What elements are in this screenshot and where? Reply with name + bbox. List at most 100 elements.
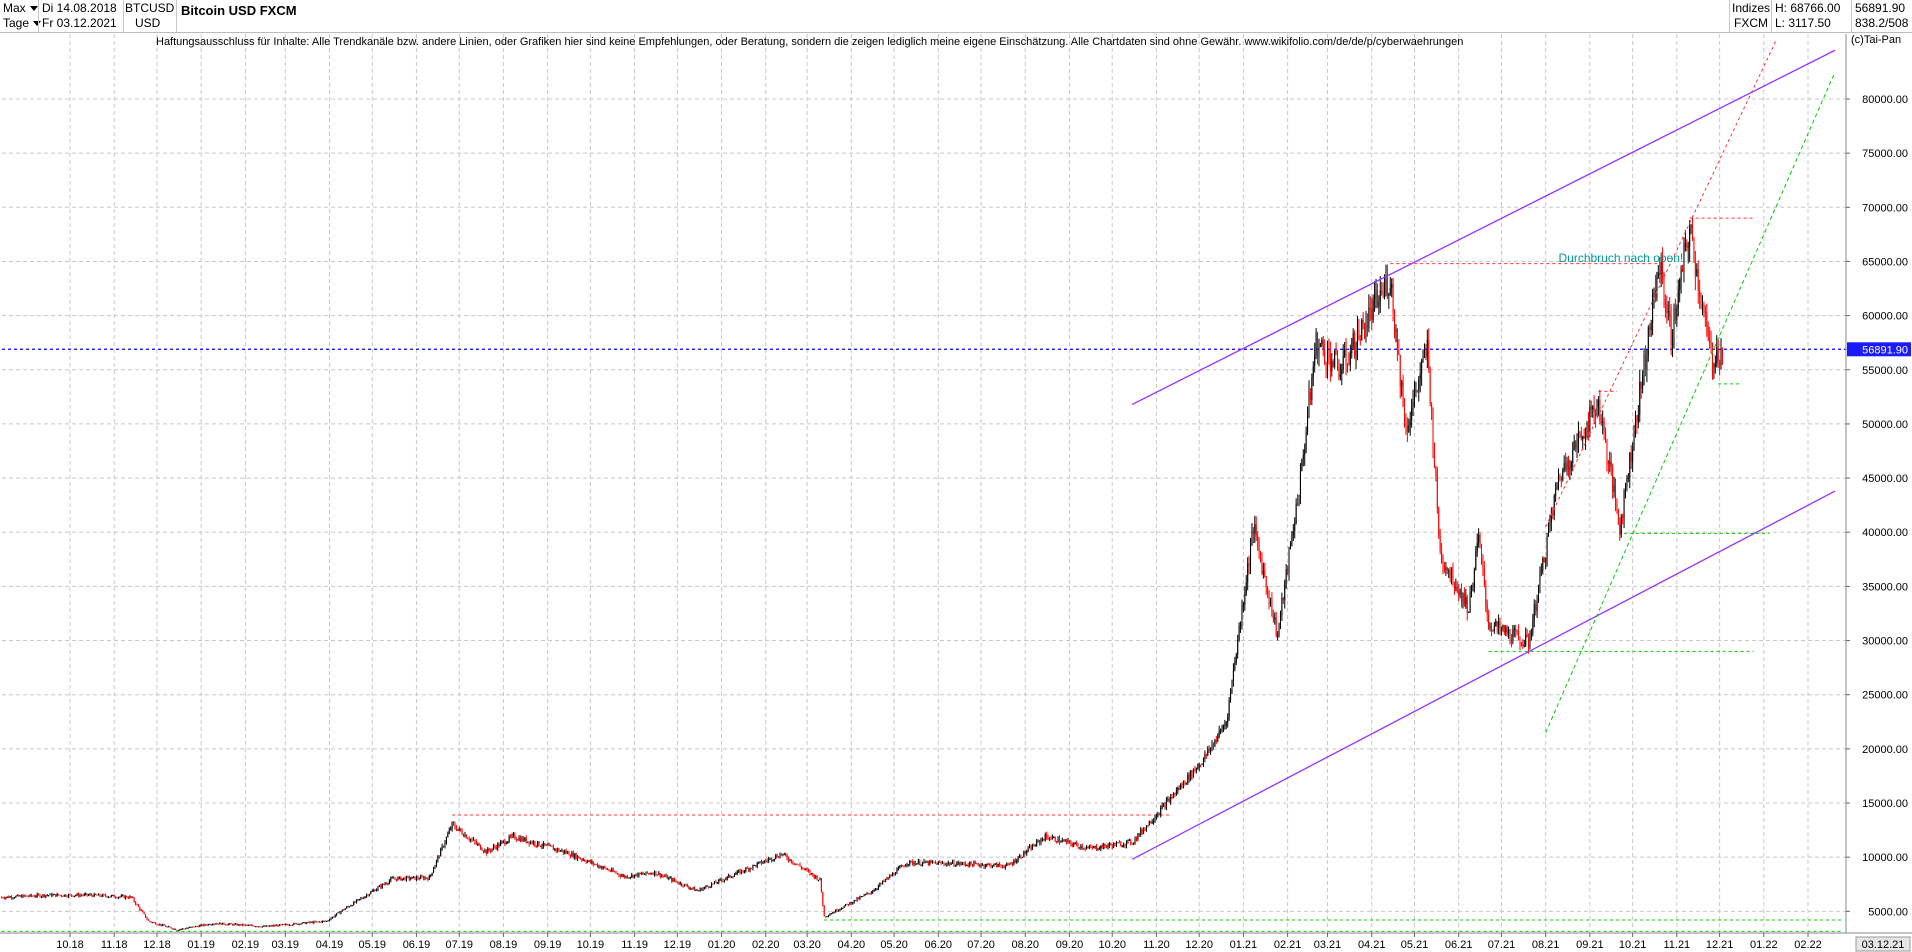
candle-body xyxy=(741,870,743,874)
candle-body xyxy=(152,922,154,924)
candle-body xyxy=(1257,536,1259,542)
candle-body xyxy=(1384,283,1386,295)
candle-body xyxy=(326,920,328,922)
candle-body xyxy=(1265,577,1267,588)
candle-body xyxy=(1433,450,1435,467)
candle-body xyxy=(35,896,37,898)
x-tick-label: 03.21 xyxy=(1314,939,1342,951)
x-tick-label: 11.21 xyxy=(1663,939,1690,951)
x-tick-label: 02.19 xyxy=(232,939,260,951)
candle-body xyxy=(173,928,175,930)
candle-body xyxy=(1083,848,1085,850)
candle-body xyxy=(646,871,648,874)
candle-body xyxy=(1130,839,1132,844)
candle-body xyxy=(1352,333,1354,347)
candle-body xyxy=(1034,845,1036,847)
candle-body xyxy=(906,864,908,866)
candle-body xyxy=(1441,550,1443,563)
candle-body xyxy=(1147,825,1149,827)
candle-body xyxy=(1679,280,1681,290)
y-tick-label: 70000.00 xyxy=(1862,202,1908,214)
candle-body xyxy=(465,834,467,839)
candle-body xyxy=(484,849,486,852)
candle-body xyxy=(1117,842,1119,844)
candle-body xyxy=(1168,799,1170,802)
candle-body xyxy=(448,829,450,834)
candle-body xyxy=(1647,327,1649,356)
candle-body xyxy=(1051,837,1053,840)
candle-body xyxy=(467,838,469,840)
x-tick-label: 06.19 xyxy=(403,939,431,951)
candle-body xyxy=(829,914,831,916)
candle-body xyxy=(1232,669,1234,682)
candle-body xyxy=(1398,349,1400,355)
candle-body xyxy=(886,877,888,880)
candle-body xyxy=(361,898,363,900)
candle-body xyxy=(678,883,680,885)
candle-body xyxy=(1602,421,1604,424)
x-tick-label: 07.20 xyxy=(967,939,995,951)
candle-body xyxy=(1067,840,1069,843)
candle-body xyxy=(126,896,128,898)
candle-body xyxy=(788,858,790,861)
candle-body xyxy=(2,897,4,899)
candle-body xyxy=(1392,283,1394,313)
candle-body xyxy=(309,921,311,923)
candle-body xyxy=(589,860,591,863)
candle-body xyxy=(1230,689,1232,700)
candle-body xyxy=(778,857,780,859)
candle-body xyxy=(1098,848,1100,850)
candle-body xyxy=(937,862,939,865)
candle-body xyxy=(528,841,530,844)
candle-body xyxy=(816,876,818,880)
candle-body xyxy=(731,877,733,879)
candle-body xyxy=(739,870,741,874)
candle-body xyxy=(1200,764,1202,766)
candle-body xyxy=(226,924,228,926)
candle-body xyxy=(522,837,524,841)
candle-body xyxy=(708,886,710,888)
candle-body xyxy=(659,873,661,877)
candle-body xyxy=(554,848,556,851)
candle-body xyxy=(1240,622,1242,626)
candle-body xyxy=(847,904,849,906)
candle-body xyxy=(59,895,61,897)
candle-body xyxy=(1302,454,1304,460)
candle-body xyxy=(366,894,368,897)
candle-body xyxy=(989,864,991,866)
candle-body xyxy=(966,864,968,866)
candle-body xyxy=(149,920,151,922)
candle-body xyxy=(769,857,771,859)
candle-body xyxy=(197,926,199,928)
candle-body xyxy=(875,889,877,891)
candle-body xyxy=(165,925,167,927)
candle-body xyxy=(1171,797,1173,799)
candle-body xyxy=(765,860,767,862)
candle-body xyxy=(910,860,912,862)
candle-body xyxy=(1615,485,1617,502)
candle-body xyxy=(1351,346,1353,354)
y-axis: 5000.00 10000.00 15000.00 20000.00 25000.00 3… xyxy=(1845,34,1911,933)
candle-body xyxy=(182,928,184,930)
candle-body xyxy=(1268,593,1270,605)
candle-body xyxy=(239,924,241,926)
candle-body xyxy=(531,841,533,844)
candle-body xyxy=(1720,348,1722,366)
channel-trend-line xyxy=(1131,49,1836,406)
candle-body xyxy=(1479,534,1481,544)
candle-body xyxy=(267,925,269,927)
candle-body xyxy=(970,861,972,865)
candle-body xyxy=(1576,441,1578,449)
range-selector[interactable]: Max xyxy=(3,1,38,16)
candle-body xyxy=(1548,526,1550,536)
candle-body xyxy=(990,864,992,868)
candle-body xyxy=(1546,535,1548,558)
candle-body xyxy=(1004,865,1006,868)
candle-body xyxy=(202,924,204,926)
unit-selector[interactable]: Tage xyxy=(3,16,42,31)
candle-body xyxy=(1278,624,1280,635)
candle-body xyxy=(1640,381,1642,390)
candle-body xyxy=(1575,440,1577,449)
candle-body xyxy=(1411,407,1413,421)
